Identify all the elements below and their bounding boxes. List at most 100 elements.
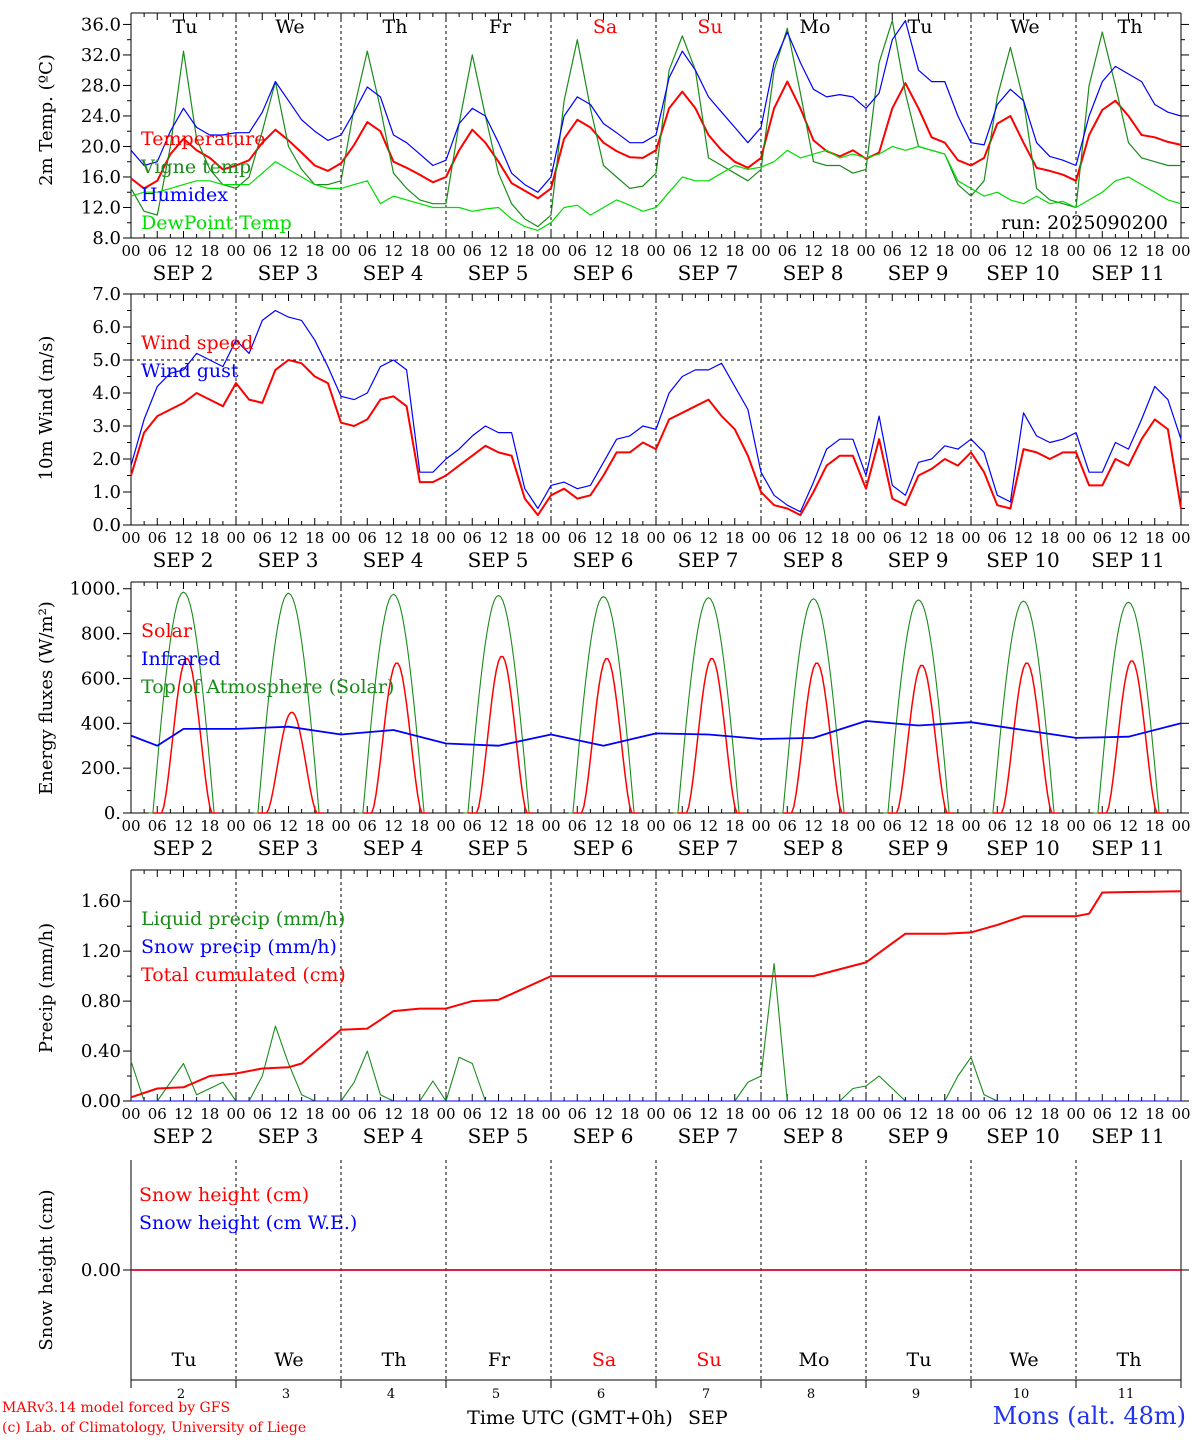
hour-label: 06 xyxy=(463,529,482,547)
date-label: SEP 2 xyxy=(153,1124,214,1148)
day-name: Th xyxy=(1117,1349,1142,1371)
date-label: SEP 9 xyxy=(888,1124,949,1148)
hour-label: 00 xyxy=(751,1105,770,1123)
date-label: SEP 10 xyxy=(986,836,1060,860)
hour-label: 18 xyxy=(200,242,219,260)
hour-label: 06 xyxy=(463,817,482,835)
date-label: SEP 9 xyxy=(888,548,949,572)
date-label: SEP 6 xyxy=(573,1124,634,1148)
hour-label: 12 xyxy=(279,1105,298,1123)
hour-label: 18 xyxy=(410,1105,429,1123)
day-name: We xyxy=(274,1349,303,1371)
y-tick-label: 1000. xyxy=(69,579,121,600)
hour-label: 18 xyxy=(1145,529,1164,547)
panel-5: 0.00 Snow height (cm) Snow height (cm) Snow… xyxy=(36,1160,1189,1429)
hour-label: 00 xyxy=(961,1105,980,1123)
date-label: SEP 9 xyxy=(888,261,949,285)
y-tick-label: 1.20 xyxy=(81,941,121,962)
hour-label: 06 xyxy=(673,817,692,835)
hour-label: 12 xyxy=(384,817,403,835)
hour-label: 12 xyxy=(1014,529,1033,547)
legend-entry: Solar xyxy=(141,620,193,642)
hour-label: 06 xyxy=(883,817,902,835)
y-tick-label: 0.00 xyxy=(81,1260,121,1281)
day-number: 3 xyxy=(282,1387,290,1402)
hour-label: 18 xyxy=(305,529,324,547)
hour-label: 00 xyxy=(751,817,770,835)
hour-label: 06 xyxy=(988,529,1007,547)
date-label: SEP 11 xyxy=(1091,836,1165,860)
y-tick-label: 0. xyxy=(104,803,121,824)
hour-label: 18 xyxy=(620,1105,639,1123)
panel-2: 0.0 1.0 2.0 3.0 4.0 5.0 6.0 7.0 10m Wind (m/s) 00… xyxy=(36,284,1191,572)
hour-label: 06 xyxy=(148,1105,167,1123)
date-label: SEP 8 xyxy=(783,1124,844,1148)
hour-label: 18 xyxy=(725,529,744,547)
hour-label: 06 xyxy=(253,242,272,260)
y-tick-label: 0.00 xyxy=(81,1091,121,1112)
hour-label: 00 xyxy=(541,1105,560,1123)
hour-label: 18 xyxy=(830,242,849,260)
hour-label: 18 xyxy=(1040,1105,1059,1123)
hour-label: 06 xyxy=(988,817,1007,835)
hour-label: 18 xyxy=(620,817,639,835)
hour-label: 00 xyxy=(1066,817,1085,835)
hour-label: 00 xyxy=(331,817,350,835)
hour-label: 06 xyxy=(988,1105,1007,1123)
date-label: SEP 4 xyxy=(363,261,424,285)
date-label: SEP 10 xyxy=(986,1124,1060,1148)
legend-entry: Snow height (cm) xyxy=(139,1184,309,1206)
day-name: Th xyxy=(382,1349,407,1371)
legend-entry: Top of Atmosphere (Solar) xyxy=(141,676,394,698)
hour-label: 12 xyxy=(489,1105,508,1123)
hour-label: 12 xyxy=(384,529,403,547)
hour-label: 18 xyxy=(830,1105,849,1123)
y-tick-label: 600. xyxy=(81,668,121,689)
hour-label: 06 xyxy=(463,242,482,260)
hour-label: 12 xyxy=(279,529,298,547)
hour-label: 12 xyxy=(174,242,193,260)
hour-label: 12 xyxy=(1119,242,1138,260)
hour-label: 12 xyxy=(594,529,613,547)
y-tick-label: 0.40 xyxy=(81,1041,121,1062)
hour-label: 06 xyxy=(988,242,1007,260)
hour-label: 12 xyxy=(489,817,508,835)
date-label: SEP 10 xyxy=(986,548,1060,572)
day-name: We xyxy=(1009,1349,1038,1371)
day-number: 6 xyxy=(597,1387,605,1402)
hour-label: 18 xyxy=(305,1105,324,1123)
hour-label: 18 xyxy=(725,817,744,835)
series-line xyxy=(130,20,1181,228)
y-tick-label: 3.0 xyxy=(92,416,121,437)
panel-4: 0.00 0.40 0.80 1.20 1.60 Precip (mm/h) 00 06 12 1… xyxy=(36,869,1191,1148)
hour-label: 00 xyxy=(1066,529,1085,547)
hour-label: 12 xyxy=(1014,1105,1033,1123)
hour-label: 06 xyxy=(673,242,692,260)
date-label: SEP 4 xyxy=(363,1124,424,1148)
legend-entry: Snow height (cm W.E.) xyxy=(139,1212,357,1234)
hour-label: 06 xyxy=(778,1105,797,1123)
hour-label: 12 xyxy=(1014,817,1033,835)
solar-curve xyxy=(992,662,1059,814)
day-number: 10 xyxy=(1013,1387,1030,1402)
hour-label: 06 xyxy=(883,1105,902,1123)
hour-label: 12 xyxy=(1119,529,1138,547)
y-axis-title: Precip (mm/h) xyxy=(36,923,57,1053)
hour-label: 12 xyxy=(174,529,193,547)
hour-label: 06 xyxy=(1093,1105,1112,1123)
day-name: Sa xyxy=(593,16,617,38)
hour-label: 06 xyxy=(463,1105,482,1123)
hour-label: 00 xyxy=(436,242,455,260)
hour-label: 12 xyxy=(279,242,298,260)
date-label: SEP 3 xyxy=(258,836,319,860)
hour-label: 18 xyxy=(515,1105,534,1123)
hour-label: 00 xyxy=(121,242,140,260)
series-line xyxy=(130,890,1182,1099)
y-tick-label: 7.0 xyxy=(92,284,121,305)
hour-label: 00 xyxy=(436,817,455,835)
hour-label: 06 xyxy=(358,817,377,835)
hour-label: 12 xyxy=(279,817,298,835)
hour-label: 06 xyxy=(568,817,587,835)
hour-label: 00 xyxy=(646,529,665,547)
day-number: 11 xyxy=(1118,1387,1135,1402)
